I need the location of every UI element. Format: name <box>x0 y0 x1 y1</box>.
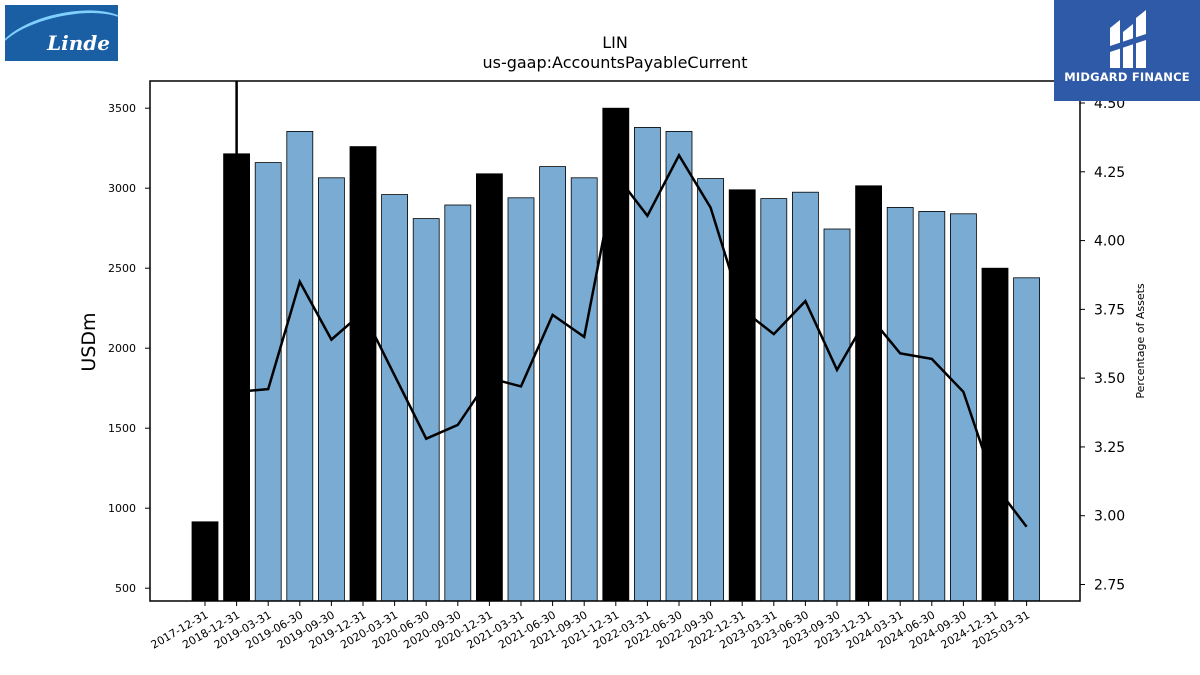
bar-2024-03-31 <box>886 206 914 602</box>
bar-2021-09-30 <box>570 177 598 602</box>
y2-tick-label: 3.25 <box>1094 440 1125 456</box>
y2-tick-label: 4.00 <box>1094 234 1125 250</box>
bar-2022-12-31 <box>728 189 756 602</box>
bar-2020-06-30 <box>412 218 440 602</box>
y-tick-label: 2000 <box>108 342 136 355</box>
y2-tick-label: 4.25 <box>1094 165 1125 181</box>
midgard-mark-icon <box>1110 10 1146 68</box>
bar-2023-09-30 <box>823 228 851 602</box>
bar-2023-03-31 <box>760 198 788 602</box>
bar-2022-06-30 <box>665 130 693 602</box>
bar-2021-06-30 <box>539 166 566 602</box>
bar-2024-06-30 <box>918 210 946 602</box>
y2-tick-label: 3.00 <box>1094 509 1125 525</box>
bar-series <box>191 107 1040 602</box>
y2-axis-label: Percentage of Assets <box>1134 283 1147 399</box>
plot-frame <box>149 80 1081 602</box>
y2-tick-label: 3.50 <box>1094 371 1125 387</box>
y-tick-label: 1500 <box>108 422 136 435</box>
bar-2017-12-31 <box>191 521 219 602</box>
bar-2019-12-31 <box>349 146 377 602</box>
midgard-finance-logo: MIDGARD FINANCE <box>1054 0 1200 101</box>
y-axis-label: USDm <box>78 312 100 371</box>
midgard-logo-text: MIDGARD FINANCE <box>1064 70 1190 84</box>
bar-2021-03-31 <box>507 197 535 602</box>
bar-2023-12-31 <box>855 185 882 602</box>
bar-2019-03-31 <box>254 162 282 602</box>
bar-2022-09-30 <box>697 178 724 602</box>
linde-logo: Linde <box>5 5 118 61</box>
line-series <box>235 81 1028 528</box>
y2-tick-label: 2.75 <box>1094 577 1125 593</box>
y-tick-label: 3000 <box>108 182 136 195</box>
linde-logo-text: Linde <box>47 31 110 55</box>
bar-2025-03-31 <box>1013 277 1040 602</box>
bar-2020-12-31 <box>475 173 503 602</box>
bar-2019-09-30 <box>317 177 345 602</box>
bar-2019-06-30 <box>286 130 314 602</box>
bar-2023-06-30 <box>792 191 819 602</box>
y2-tick-label: 3.75 <box>1094 302 1125 318</box>
bar-2021-12-31 <box>602 107 630 602</box>
y-tick-label: 1000 <box>108 502 136 515</box>
bar-2024-09-30 <box>950 213 977 602</box>
y-tick-label: 3500 <box>108 102 136 115</box>
y-tick-label: 500 <box>115 582 136 595</box>
chart-subtitle: us-gaap:AccountsPayableCurrent <box>482 53 747 72</box>
y-tick-label: 2500 <box>108 262 136 275</box>
bar-2020-09-30 <box>444 204 472 602</box>
chart-title: LIN <box>602 33 628 52</box>
bar-2024-12-31 <box>981 267 1009 602</box>
bar-2020-03-31 <box>381 194 409 602</box>
